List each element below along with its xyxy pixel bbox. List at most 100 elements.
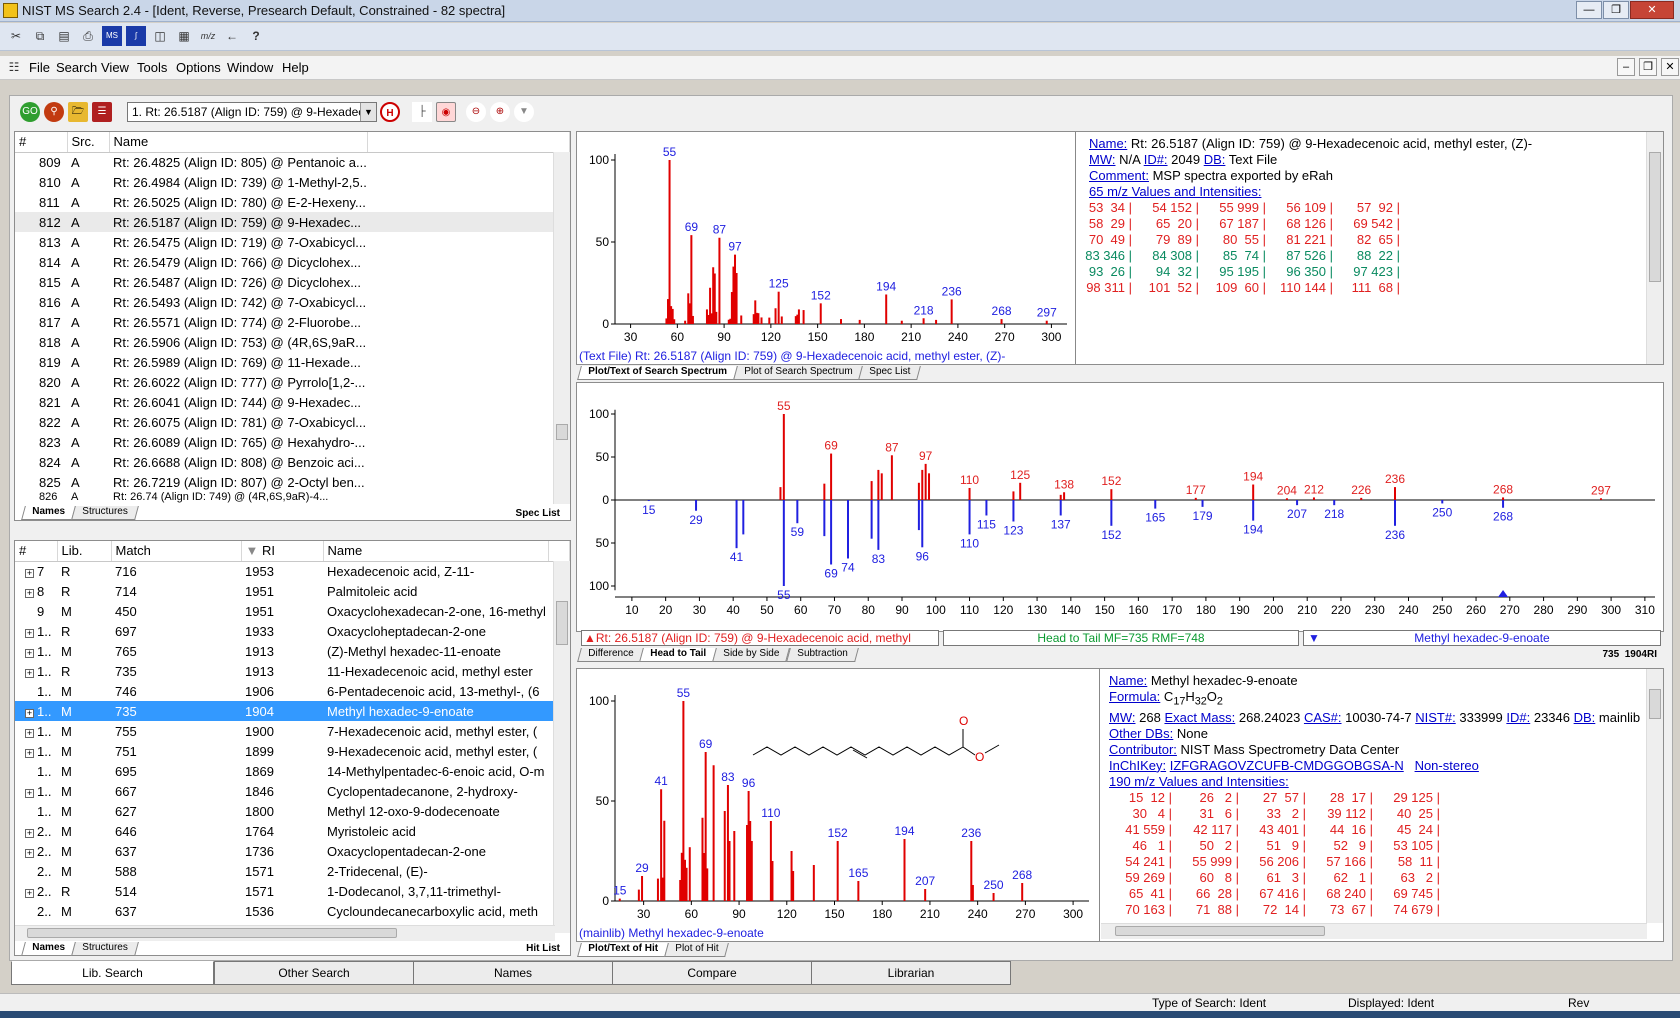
table-row[interactable]: +2.. R 514 1571 1-Dodecanol, 3,7,11-trimethy… — [15, 881, 570, 901]
mdi-restore-button[interactable]: ❐ — [1639, 58, 1657, 76]
tab-names[interactable]: Names — [21, 506, 76, 520]
table-row[interactable]: +7 R 716 1953 Hexadecenoic acid, Z-11- — [15, 561, 570, 581]
info-scrollbar[interactable] — [1646, 132, 1663, 364]
tab-other-search[interactable]: Other Search — [214, 961, 414, 985]
cas-link[interactable]: CAS#: — [1303, 709, 1342, 725]
spectrum-select[interactable]: 1. Rt: 26.5187 (Align ID: 759) @ 9-Hexad… — [127, 102, 377, 122]
table-row[interactable]: +1.. M 765 1913 (Z)-Methyl hexadec-11-enoate — [15, 641, 570, 661]
table-row[interactable]: +2.. M 637 1736 Oxacyclopentadecan-2-one — [15, 841, 570, 861]
table-row[interactable]: +1.. M 735 1904 Methyl hexadec-9-enoate — [15, 701, 570, 721]
table-row[interactable]: 824 A Rt: 26.6688 (Align ID: 808) @ Benzoi… — [15, 452, 570, 472]
table-row[interactable]: 813 A Rt: 26.5475 (Align ID: 719) @ 7-Oxab… — [15, 232, 570, 252]
db-link[interactable]: DB: — [1573, 709, 1596, 725]
table-row[interactable]: 825 A Rt: 26.7219 (Align ID: 807) @ 2-Octy… — [15, 472, 570, 492]
expand-icon[interactable]: + — [25, 567, 34, 578]
scrollbar-thumb[interactable] — [1649, 152, 1661, 282]
tab-names-bottom[interactable]: Names — [413, 961, 613, 985]
mdi-close-button[interactable]: ✕ — [1661, 58, 1679, 76]
table-row[interactable]: +1.. R 697 1933 Oxacycloheptadecan-2-one — [15, 621, 570, 641]
table-row[interactable]: +1.. M 667 1846 Cyclopentadecanone, 2-hydrox… — [15, 781, 570, 801]
table-row[interactable]: 2.. M 637 1536 Cycloundecanecarboxylic acid,… — [15, 901, 570, 921]
go-icon[interactable]: GO — [20, 102, 40, 122]
table-row[interactable]: 820 A Rt: 26.6022 (Align ID: 777) @ Pyrrol… — [15, 372, 570, 392]
col-match[interactable]: Match — [111, 541, 242, 562]
expand-icon[interactable]: + — [25, 727, 34, 738]
tab-difference[interactable]: Difference — [577, 648, 645, 662]
table-row[interactable]: 2.. M 588 1571 2-Tridecenal, (E)- — [15, 861, 570, 881]
mw-link[interactable]: MW: — [1089, 152, 1116, 167]
mdi-minimize-button[interactable]: – — [1617, 58, 1635, 76]
menu-options[interactable]: Options — [176, 60, 221, 75]
col-ri[interactable]: ▼ RI — [241, 541, 324, 562]
name-link[interactable]: Name: — [1089, 136, 1128, 151]
restore-button[interactable]: ❐ — [1603, 1, 1629, 19]
table-row[interactable]: 1.. M 746 1906 6-Pentadecenoic acid, 13-meth… — [15, 681, 570, 701]
tab-plot-search[interactable]: Plot of Search Spectrum — [732, 366, 864, 380]
other-dbs-link[interactable]: Other DBs: — [1109, 725, 1174, 741]
target-icon[interactable]: ◉ — [436, 102, 456, 122]
expand-icon[interactable]: + — [25, 587, 34, 598]
table-row[interactable]: 818 A Rt: 26.5906 (Align ID: 753) @ (4R,6S… — [15, 332, 570, 352]
mz-icon[interactable]: m/z — [200, 31, 216, 41]
spec-list-scrollbar[interactable] — [553, 152, 570, 504]
non-stereo-link[interactable]: Non-stereo — [1414, 757, 1479, 773]
col-lib[interactable]: Lib. — [57, 541, 112, 562]
exact-mass-link[interactable]: Exact Mass: — [1164, 709, 1236, 725]
inchikey-value[interactable]: IZFGRAGOVZCUFB-CMDGGOBGSA-N — [1169, 757, 1404, 773]
table-row[interactable]: 810 A Rt: 26.4984 (Align ID: 739) @ 1-Meth… — [15, 172, 570, 192]
col-name[interactable]: Name — [109, 132, 368, 153]
windows-icon[interactable]: ◫ — [154, 29, 166, 43]
tab-subtraction[interactable]: Subtraction — [785, 648, 858, 662]
tab-head-to-tail[interactable]: Head to Tail — [639, 648, 718, 662]
tab-librarian[interactable]: Librarian — [811, 961, 1011, 985]
tab-structures[interactable]: Structures — [70, 506, 139, 520]
expand-icon[interactable]: + — [25, 847, 34, 858]
menu-help[interactable]: Help — [282, 60, 309, 75]
values-link[interactable]: 65 m/z Values and Intensities: — [1089, 184, 1262, 199]
scrollbar-thumb[interactable] — [1115, 926, 1325, 936]
id-link[interactable]: ID#: — [1143, 152, 1168, 167]
col-number[interactable]: # — [15, 132, 68, 153]
open-folder-icon[interactable]: 🗁 — [68, 102, 88, 122]
hit-list-hscroll[interactable] — [15, 925, 555, 941]
filter-icon[interactable]: ▼ — [514, 102, 534, 122]
tab-structures[interactable]: Structures — [70, 942, 139, 956]
db-link[interactable]: DB: — [1203, 152, 1226, 167]
comment-link[interactable]: Comment: — [1089, 168, 1149, 183]
table-row[interactable]: +2.. M 646 1764 Myristoleic acid — [15, 821, 570, 841]
scrollbar-thumb[interactable] — [556, 424, 568, 440]
back-arrow-icon[interactable]: ← — [226, 29, 238, 43]
table-row[interactable]: 1.. M 627 1800 Methyl 12-oxo-9-dodecenoate — [15, 801, 570, 821]
id-link[interactable]: ID#: — [1506, 709, 1531, 725]
tab-compare[interactable]: Compare — [612, 961, 812, 985]
expand-icon[interactable]: + — [25, 747, 34, 758]
table-row[interactable]: +8 R 714 1951 Palmitoleic acid — [15, 581, 570, 601]
tab-plot-text-search[interactable]: Plot/Text of Search Spectrum — [577, 366, 738, 380]
library-icon[interactable]: MS — [102, 26, 122, 46]
table-row[interactable]: 822 A Rt: 26.6075 (Align ID: 781) @ 7-Oxab… — [15, 412, 570, 432]
zoom-in-icon[interactable]: ⊕ — [490, 102, 510, 122]
table-row[interactable]: 814 A Rt: 26.5479 (Align ID: 766) @ Dicycl… — [15, 252, 570, 272]
document-icon[interactable]: ☷ — [8, 60, 20, 74]
menu-tools[interactable]: Tools — [137, 60, 168, 75]
layout-icon[interactable]: ▦ — [178, 29, 190, 43]
help-icon[interactable]: ? — [252, 29, 260, 43]
tab-lib-search[interactable]: Lib. Search — [11, 961, 214, 985]
menu-file[interactable]: File — [29, 60, 50, 75]
cut-icon[interactable]: ✂ — [10, 29, 22, 43]
hit-icon[interactable]: H — [380, 102, 400, 122]
table-row[interactable]: 823 A Rt: 26.6089 (Align ID: 765) @ Hexahy… — [15, 432, 570, 452]
scrollbar-thumb[interactable] — [556, 601, 568, 645]
table-row[interactable]: 812 A Rt: 26.5187 (Align ID: 759) @ 9-Hexa… — [15, 212, 570, 232]
expand-icon[interactable]: + — [25, 627, 34, 638]
hit-list-scrollbar[interactable] — [553, 561, 570, 933]
table-row[interactable]: 817 A Rt: 26.5571 (Align ID: 774) @ 2-Fluo… — [15, 312, 570, 332]
expand-icon[interactable]: + — [25, 647, 34, 658]
minimize-button[interactable]: — — [1576, 1, 1602, 19]
search-spectrum-plot[interactable]: 0 50 100 30 60 90 120 150 180 210 240 270 300 55 69 879… — [577, 132, 1075, 352]
scrollbar-thumb[interactable] — [27, 928, 397, 938]
expand-icon[interactable]: + — [25, 707, 34, 718]
expand-icon[interactable]: + — [25, 787, 34, 798]
tab-plot-text-hit[interactable]: Plot/Text of Hit — [577, 943, 669, 957]
table-row[interactable]: 815 A Rt: 26.5487 (Align ID: 726) @ Dicycl… — [15, 272, 570, 292]
